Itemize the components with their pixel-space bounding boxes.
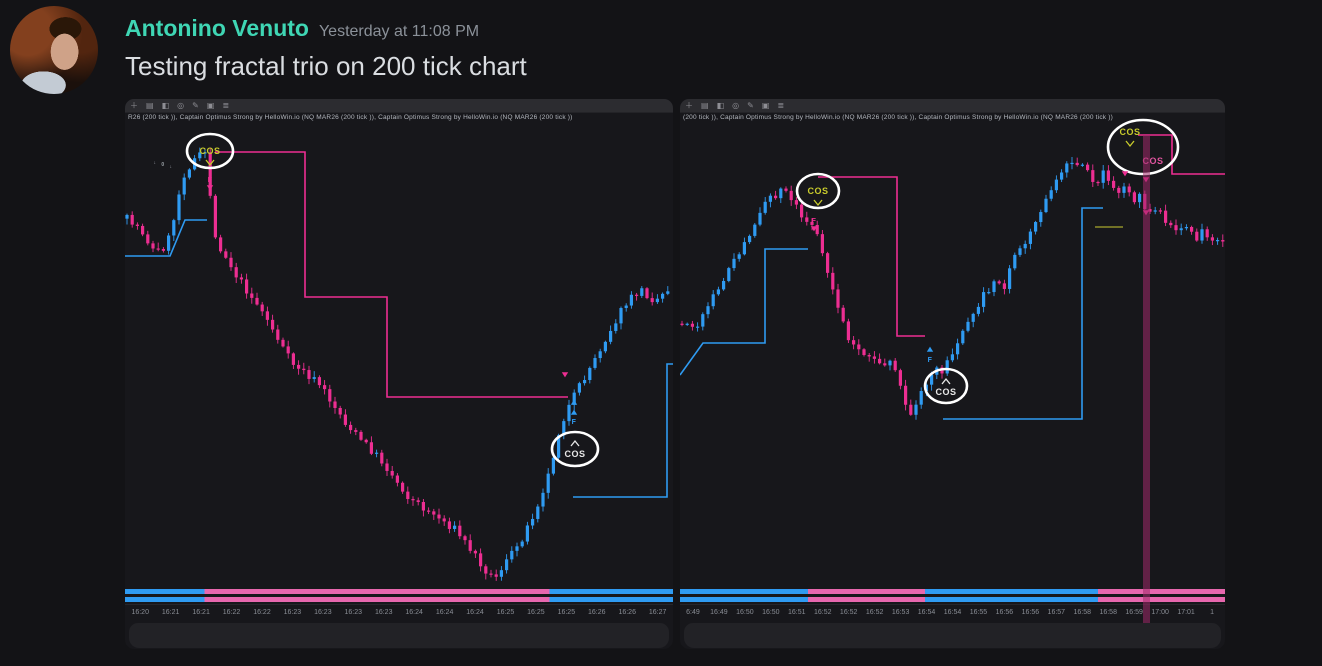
- trend-strip-top: [125, 589, 673, 594]
- time-label: 17:01: [1177, 608, 1195, 616]
- time-label: 16:24: [405, 608, 423, 616]
- compare-icon: ▤: [701, 100, 709, 110]
- chart-toolbar: ＋ ▤ ◧ ◎ ✎ ▣ ≣: [680, 99, 1225, 113]
- svg-text:0: 0: [161, 162, 164, 168]
- time-label: 16:56: [995, 608, 1014, 616]
- price-canvas: COS F F COS COS COS: [680, 118, 1225, 420]
- chart-footer: [129, 623, 669, 648]
- timestamp: Yesterday at 11:08 PM: [318, 23, 480, 40]
- svg-text:F: F: [928, 357, 933, 364]
- trend-strip-bottom: [125, 597, 673, 602]
- chart-plot: COS ↓ 0 ↓ F F COS: [125, 123, 673, 583]
- compare-icon: ▤: [146, 100, 154, 110]
- time-label: 16:53: [891, 608, 910, 616]
- draw-icon: ✎: [192, 100, 199, 110]
- svg-text:F: F: [812, 218, 817, 225]
- time-label: 16:26: [618, 608, 636, 616]
- svg-text:COS: COS: [1142, 156, 1163, 166]
- trend-strip-bottom: [680, 597, 1225, 602]
- time-label: 16:22: [253, 608, 271, 616]
- time-label: 16:54: [943, 608, 962, 616]
- time-label: 16:57: [1047, 608, 1066, 616]
- chart-title: (200 tick )), Captain Optimus Strong by …: [683, 114, 1113, 121]
- time-label: 16:25: [527, 608, 545, 616]
- time-label: 1: [1210, 608, 1214, 616]
- time-label: 16:55: [969, 608, 988, 616]
- time-label: 16:21: [161, 608, 180, 616]
- time-label: 16:21: [192, 608, 210, 616]
- settings-list-icon: ≣: [777, 100, 785, 110]
- time-label: 16:23: [374, 608, 393, 616]
- svg-text:F: F: [208, 177, 213, 184]
- attachments-row: ＋ ▤ ◧ ◎ ✎ ▣ ≣ R26 (200 tick )), Captain Optimu…: [125, 99, 1322, 649]
- time-label: 16:56: [1021, 608, 1040, 616]
- time-label: 16:25: [557, 608, 576, 616]
- svg-text:F: F: [572, 419, 577, 426]
- time-label: 16:52: [813, 608, 832, 616]
- layers-icon: ◧: [161, 100, 170, 110]
- svg-text:COS: COS: [564, 449, 585, 459]
- toolbar-icons: ＋ ▤ ◧ ◎ ✎ ▣ ≣: [680, 100, 785, 110]
- magnet-icon: ◎: [177, 100, 185, 110]
- chart-plot: COS F F COS COS COS: [680, 118, 1225, 583]
- time-label: 16:52: [839, 608, 858, 616]
- time-label: 16:58: [1073, 608, 1092, 616]
- magnet-icon: ◎: [732, 100, 740, 110]
- chart-image-1[interactable]: ＋ ▤ ◧ ◎ ✎ ▣ ≣ R26 (200 tick )), Captain Optimu…: [125, 99, 673, 649]
- time-label: 16:25: [496, 608, 515, 616]
- time-label: 16:58: [1099, 608, 1117, 616]
- toolbar-icons: ＋ ▤ ◧ ◎ ✎ ▣ ≣: [125, 100, 230, 110]
- time-label: 17:00: [1151, 608, 1169, 616]
- chart-title: R26 (200 tick )), Captain Optimus Strong…: [128, 114, 573, 121]
- time-label: 16:51: [788, 608, 806, 616]
- chart-image-2[interactable]: ＋ ▤ ◧ ◎ ✎ ▣ ≣ (200 tick )), Captain Optimus St…: [680, 99, 1225, 649]
- time-label: 16:54: [917, 608, 936, 616]
- time-label: 16:23: [314, 608, 332, 616]
- avatar[interactable]: [10, 6, 98, 94]
- time-label: 16:27: [648, 608, 667, 616]
- snapshot-icon: ▣: [761, 100, 770, 110]
- crosshair-icon: ＋: [130, 100, 138, 110]
- svg-text:↓: ↓: [170, 164, 173, 170]
- svg-text:COS: COS: [935, 387, 956, 397]
- message-content: Antonino Venuto Yesterday at 11:08 PM Tes…: [125, 0, 1322, 649]
- time-label: 16:50: [762, 608, 780, 616]
- message-header: Antonino Venuto Yesterday at 11:08 PM: [125, 12, 1322, 48]
- svg-text:COS: COS: [807, 186, 828, 196]
- crosshair-icon: ＋: [685, 100, 693, 110]
- draw-icon: ✎: [747, 100, 754, 110]
- time-label: 16:26: [588, 608, 606, 616]
- username[interactable]: Antonino Venuto: [125, 15, 309, 41]
- time-label: 16:20: [131, 608, 149, 616]
- svg-text:COS: COS: [199, 146, 220, 156]
- time-axis: 16:20 16:21 16:21 16:22 16:22 16:23 16:23 16:23…: [125, 604, 673, 619]
- time-axis: 6:49 16:49 16:50 16:50 16:51 16:52 16:52 16:52 1…: [680, 604, 1225, 619]
- trend-strip-top: [680, 589, 1225, 594]
- time-label: 16:24: [466, 608, 484, 616]
- time-label: 16:52: [865, 608, 884, 616]
- settings-list-icon: ≣: [222, 100, 230, 110]
- time-label: 16:23: [283, 608, 302, 616]
- trend-strips: [125, 583, 673, 602]
- time-label: 6:49: [686, 608, 700, 616]
- time-label: 16:49: [710, 608, 728, 616]
- time-label: 16:24: [435, 608, 454, 616]
- time-label: 16:23: [344, 608, 363, 616]
- trend-strips: [680, 583, 1225, 602]
- time-label: 16:59: [1125, 608, 1143, 616]
- message-text: Testing fractal trio on 200 tick chart: [125, 51, 527, 81]
- chart-footer: [684, 623, 1221, 648]
- time-label: 16:50: [736, 608, 754, 616]
- chart-toolbar: ＋ ▤ ◧ ◎ ✎ ▣ ≣: [125, 99, 673, 113]
- svg-text:COS: COS: [1119, 127, 1140, 137]
- snapshot-icon: ▣: [206, 100, 215, 110]
- price-canvas: COS ↓ 0 ↓ F F COS: [125, 132, 673, 581]
- layers-icon: ◧: [716, 100, 725, 110]
- time-label: 16:22: [222, 608, 241, 616]
- svg-text:↓: ↓: [154, 160, 157, 166]
